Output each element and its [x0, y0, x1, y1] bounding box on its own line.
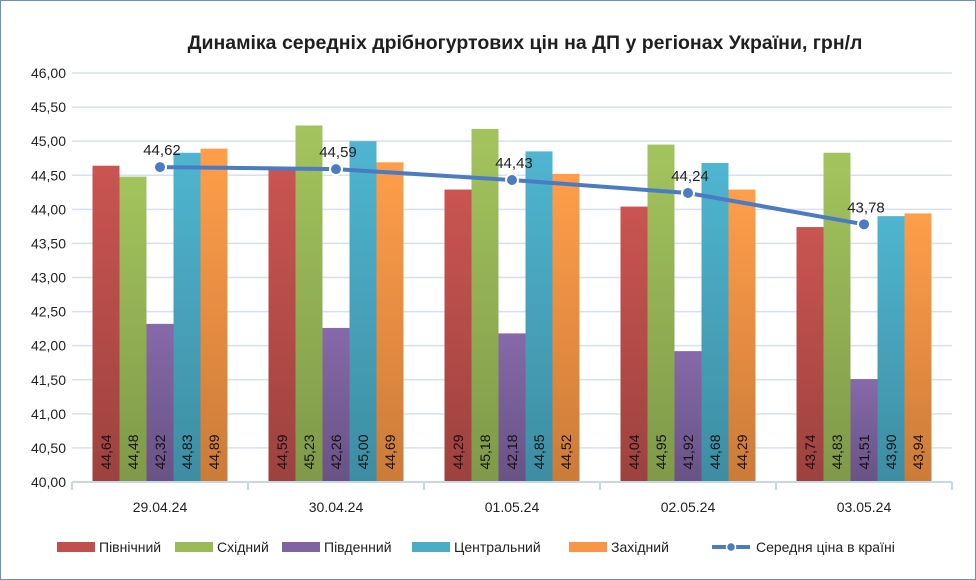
bar-data-label: 44,64	[98, 434, 114, 469]
bar-data-label: 44,52	[558, 434, 574, 469]
bar-data-label: 43,74	[802, 434, 818, 469]
bar-data-label: 44,69	[382, 434, 398, 469]
bar	[823, 152, 851, 482]
bar-data-label: 44,83	[179, 434, 195, 469]
bar	[674, 351, 702, 482]
bar-data-label: 42,32	[152, 434, 168, 469]
line-point	[857, 217, 871, 232]
legend-swatch	[57, 542, 95, 552]
bars: 44,64 44,59 44,29 44,04 43,74 44,48 45,23 45,18…	[92, 125, 932, 483]
bar-data-label: 43,94	[910, 434, 926, 469]
bar-data-label: 44,29	[450, 434, 466, 469]
x-tick-label: 30.04.24	[309, 499, 364, 515]
x-tick-label: 01.05.24	[485, 499, 540, 515]
y-tick-label: 41,50	[31, 372, 66, 388]
y-tick-label: 40,00	[31, 474, 66, 490]
line-data-label: 44,24	[671, 168, 709, 185]
y-tick-label: 43,00	[31, 270, 66, 286]
bar	[701, 162, 729, 483]
legend-swatch	[412, 542, 450, 552]
legend-swatch	[569, 542, 607, 552]
bar-data-label: 44,04	[626, 434, 642, 469]
bar	[349, 141, 377, 482]
line-data-label: 44,43	[495, 155, 533, 172]
y-tick-label: 45,00	[31, 133, 66, 149]
y-tick-label: 42,00	[31, 338, 66, 354]
line-point	[505, 173, 519, 188]
bar-data-label: 44,59	[274, 434, 290, 469]
bar	[146, 323, 174, 482]
bar	[525, 151, 553, 482]
bar-data-label: 44,95	[653, 434, 669, 469]
bar	[728, 189, 756, 482]
y-tick-label: 44,00	[31, 201, 66, 217]
legend-label: Середня ціна в країні	[756, 539, 895, 555]
y-tick-label: 40,50	[31, 440, 66, 456]
legend-marker	[725, 541, 737, 553]
y-tick-label: 41,00	[31, 406, 66, 422]
legend-label: Північний	[99, 539, 161, 555]
bar-data-label: 42,26	[328, 434, 344, 469]
chart-title: Динаміка середніх дрібногуртових цін на …	[188, 32, 863, 54]
bar	[92, 165, 120, 482]
y-tick-label: 43,50	[31, 235, 66, 251]
legend-label: Західний	[611, 539, 669, 555]
bar-data-label: 44,29	[734, 434, 750, 469]
y-tick-label: 45,50	[31, 99, 66, 115]
line-data-label: 44,62	[143, 142, 181, 159]
legend-swatch	[175, 542, 213, 552]
bar	[471, 128, 499, 482]
legend: Північний Східний Південний Центральний Захі…	[57, 539, 895, 555]
bar	[119, 176, 147, 482]
bar	[552, 173, 580, 483]
x-tick-label: 29.04.24	[133, 499, 188, 515]
x-tick-label: 02.05.24	[661, 499, 716, 515]
legend-swatch	[282, 542, 320, 552]
bar-data-label: 45,23	[301, 434, 317, 469]
bar-data-label: 44,48	[125, 434, 141, 469]
bar	[647, 144, 675, 482]
average-line: 44,62 44,59 44,43 44,24 43,78	[143, 142, 885, 232]
line-point	[681, 185, 695, 200]
axes: 40,00 40,50 41,00 41,50 42,00 42,50 43,00 43,50…	[31, 65, 953, 515]
bar	[444, 189, 472, 482]
bar	[376, 162, 404, 482]
y-tick-label: 44,50	[31, 167, 66, 183]
bar	[200, 148, 228, 483]
x-tick-label: 03.05.24	[837, 499, 892, 515]
line-point	[153, 160, 167, 175]
line-point	[329, 162, 343, 177]
y-tick-label: 42,50	[31, 304, 66, 320]
bar-data-label: 41,92	[680, 434, 696, 469]
bar	[498, 333, 526, 482]
bar	[295, 125, 323, 482]
legend-label: Східний	[217, 539, 269, 555]
bar	[268, 169, 296, 483]
bar-data-label: 45,00	[355, 434, 371, 469]
y-tick-label: 46,00	[31, 65, 66, 81]
bar	[850, 379, 878, 482]
bar-data-label: 44,83	[829, 434, 845, 469]
bar	[322, 327, 350, 482]
line-data-label: 44,59	[319, 144, 357, 161]
bar-data-label: 44,68	[707, 434, 723, 469]
bar	[877, 216, 905, 482]
bar-data-label: 45,18	[477, 434, 493, 469]
line-data-label: 43,78	[847, 199, 885, 216]
bar	[173, 152, 201, 482]
bar	[620, 206, 648, 482]
bar	[796, 227, 824, 482]
bar	[904, 213, 932, 482]
bar-data-label: 43,90	[883, 434, 899, 469]
legend-label: Південний	[324, 539, 392, 555]
bar-data-label: 41,51	[856, 434, 872, 469]
bar-data-label: 42,18	[504, 434, 520, 469]
bar-data-label: 44,89	[206, 434, 222, 469]
bar-data-label: 44,85	[531, 434, 547, 469]
legend-label: Центральний	[454, 539, 541, 555]
